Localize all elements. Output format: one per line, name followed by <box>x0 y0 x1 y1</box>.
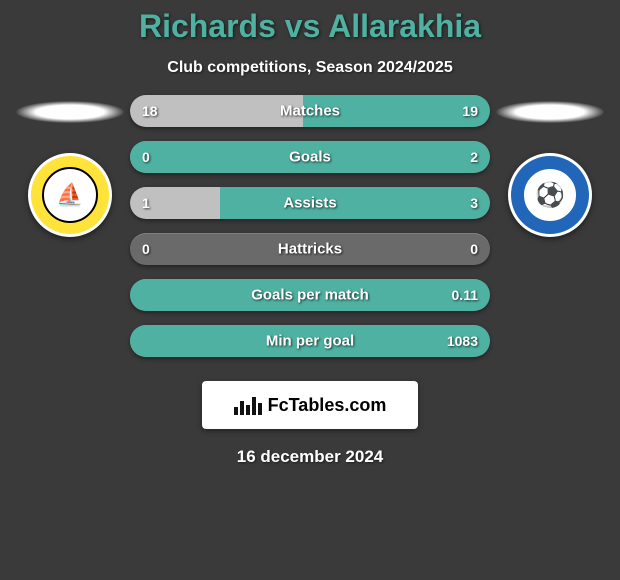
stat-label: Goals per match <box>251 287 369 304</box>
stat-value-right: 1083 <box>447 333 478 349</box>
stat-value-right: 0.11 <box>452 287 478 303</box>
branding-label: FcTables.com <box>268 395 387 416</box>
stat-bar: Goals per match 0.11 <box>130 279 490 311</box>
ellipse-shadow-left <box>16 101 124 123</box>
ellipse-shadow-right <box>496 101 604 123</box>
stat-value-right: 2 <box>470 149 478 165</box>
branding-bars-icon <box>234 395 262 415</box>
date-label: 16 december 2024 <box>0 447 620 467</box>
stat-bar: Matches 18 19 <box>130 95 490 127</box>
stat-label: Matches <box>280 103 340 120</box>
stat-value-left: 0 <box>142 241 150 257</box>
subtitle: Club competitions, Season 2024/2025 <box>0 59 620 77</box>
stat-value-right: 19 <box>462 103 478 119</box>
stat-bar: Assists 1 3 <box>130 187 490 219</box>
team-left-badge: ⛵ <box>28 153 112 237</box>
stat-value-right: 3 <box>470 195 478 211</box>
stat-value-left: 1 <box>142 195 150 211</box>
stat-label: Hattricks <box>278 241 342 258</box>
comparison-card: Richards vs Allarakhia Club competitions… <box>0 0 620 467</box>
stat-fill-right <box>220 187 490 219</box>
stat-value-left: 0 <box>142 149 150 165</box>
main-row: ⛵ Matches 18 19 Goals 0 2 Assists 1 3 Hattricks 0 0… <box>0 101 620 357</box>
stats-column: Matches1819Goals02Assists13Hattricks00Go… <box>130 95 490 357</box>
page-title: Richards vs Allarakhia <box>0 8 620 45</box>
stat-label: Assists <box>283 195 336 212</box>
stat-value-left: 18 <box>142 103 158 119</box>
stat-bar: Goals 0 2 <box>130 141 490 173</box>
branding-badge: FcTables.com <box>202 381 418 429</box>
stat-bar: Hattricks 0 0 <box>130 233 490 265</box>
team-left-badge-glyph: ⛵ <box>42 167 98 223</box>
team-right-col: ⚽ <box>490 101 610 237</box>
stat-value-right: 0 <box>470 241 478 257</box>
stat-label: Goals <box>289 149 331 166</box>
stat-label: Min per goal <box>266 333 354 350</box>
team-right-badge: ⚽ <box>508 153 592 237</box>
stat-bar: Min per goal 1083 <box>130 325 490 357</box>
team-left-col: ⛵ <box>10 101 130 237</box>
team-right-badge-glyph: ⚽ <box>522 167 578 223</box>
